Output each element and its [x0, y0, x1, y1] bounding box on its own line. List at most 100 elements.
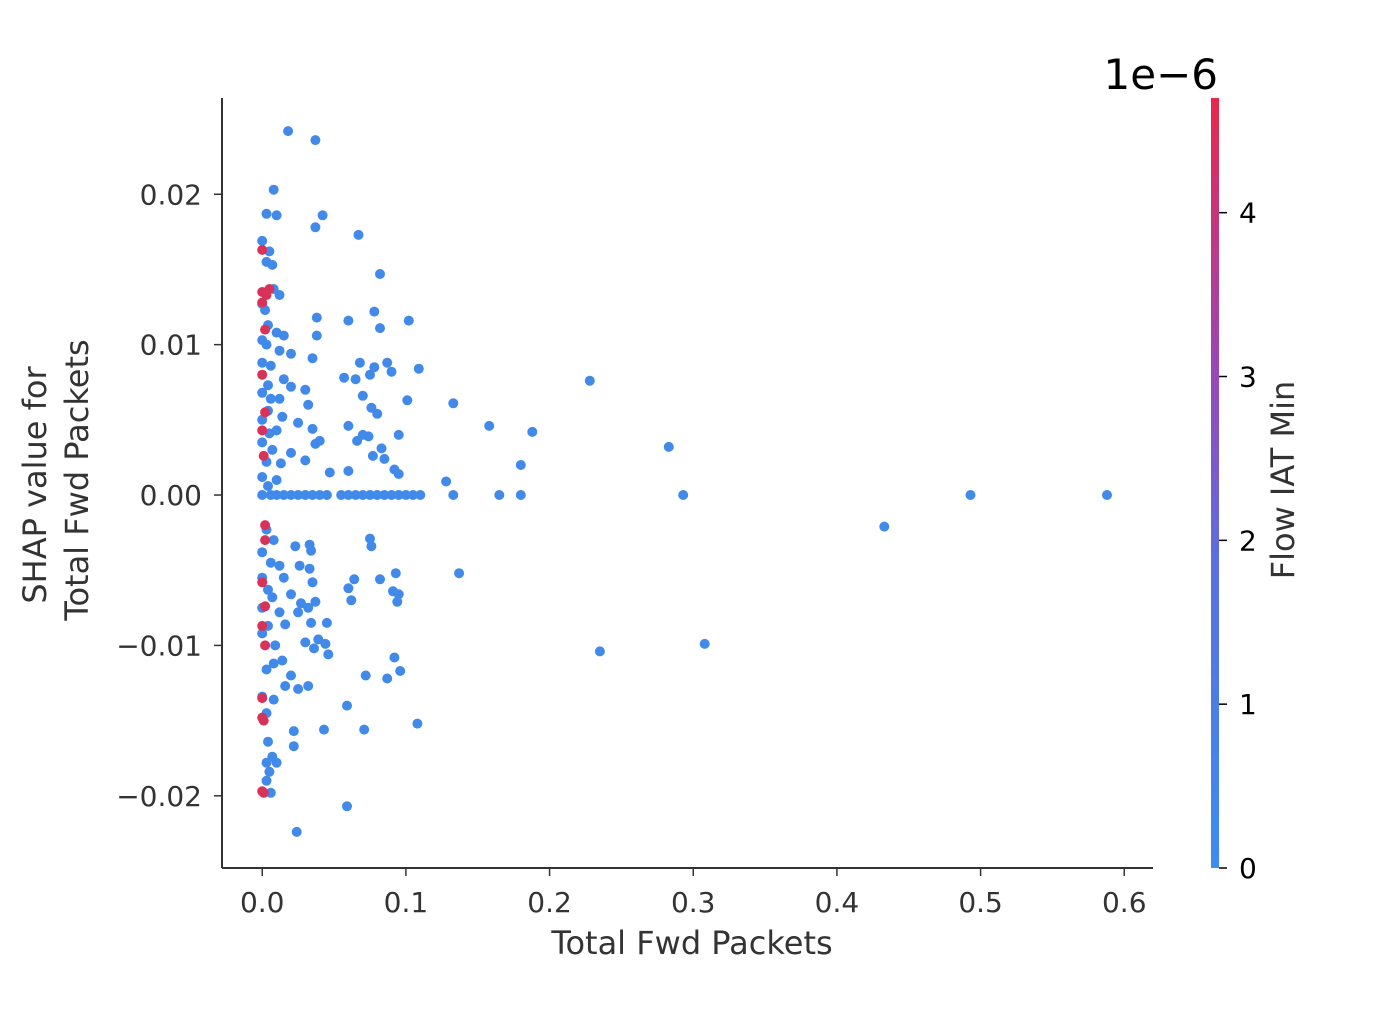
scatter-point [278, 572, 289, 583]
scatter-point [389, 652, 400, 663]
scatter-point [274, 560, 285, 571]
scatter-point [343, 466, 354, 476]
scatter-point [286, 447, 296, 458]
scatter-point [309, 643, 319, 654]
scatter-point [265, 360, 276, 371]
y-axis-ticks: 0.02 0.01 0.00 −0.01 −0.02 [116, 178, 222, 813]
scatter-point [342, 801, 352, 812]
scatter-point [349, 574, 360, 585]
scatter-point [277, 411, 288, 422]
scatter-point [293, 490, 304, 500]
scatter-point [310, 596, 321, 607]
scatter-point [352, 435, 363, 446]
scatter-point [310, 135, 321, 146]
scatter-point [257, 297, 268, 308]
scatter-point [390, 568, 401, 579]
x-axis-ticks: 0.0 0.1 0.2 0.3 0.4 0.5 0.6 [240, 868, 1147, 919]
scatter-point [395, 666, 406, 676]
scatter-point [264, 766, 275, 777]
scatter-point [392, 596, 403, 607]
scatter-point [257, 577, 268, 588]
scatter-point [306, 545, 317, 556]
colorbar-gradient [1211, 98, 1219, 868]
scatter-point [307, 353, 318, 364]
x-axis-title: Total Fwd Packets [550, 924, 832, 962]
scatter-point [271, 210, 282, 221]
colorbar-tick-label: 3 [1239, 361, 1257, 394]
scatter-point [367, 450, 378, 461]
scatter-point [303, 399, 314, 410]
colorbar-title: Flow IAT Min [1264, 381, 1302, 580]
scatter-point [366, 541, 377, 552]
scatter-point [360, 670, 371, 681]
scatter-point [346, 595, 357, 606]
scatter-point [258, 715, 269, 726]
scatter-point [261, 757, 272, 768]
scatter-point [257, 244, 268, 255]
scatter-point [343, 420, 354, 431]
scatter-point [343, 583, 354, 594]
scatter-point [286, 670, 296, 681]
scatter-point [257, 472, 268, 482]
scatter-point [260, 520, 271, 531]
scatter-point [339, 372, 350, 383]
scatter-point [594, 646, 605, 657]
scatter-point [258, 787, 269, 798]
scatter-point [260, 407, 271, 418]
x-tick-label: 0.4 [815, 886, 860, 919]
scatter-point [307, 577, 318, 588]
scatter-point [343, 490, 354, 500]
scatter-point [375, 269, 385, 279]
scatter-point [584, 375, 595, 386]
scatter-point [354, 357, 365, 368]
scatter-point [293, 684, 304, 694]
scatter-point [375, 323, 385, 334]
scatter-point [274, 607, 285, 618]
x-tick-label: 0.3 [671, 886, 716, 919]
x-tick-label: 0.0 [240, 886, 285, 919]
scatter-point [260, 305, 271, 316]
scatter-point [290, 541, 301, 552]
scatter-point [260, 324, 271, 335]
scatter-point [265, 393, 276, 404]
plot-area: 0.0 0.1 0.2 0.3 0.4 0.5 0.6 0.02 0.01 0.00 −0.01 −… [116, 98, 1153, 919]
scatter-point [448, 398, 459, 409]
scatter-point [663, 441, 674, 452]
scatter-point [372, 490, 383, 500]
scatter-point [257, 547, 268, 558]
scatter-point [382, 673, 393, 684]
scatter-point [261, 339, 272, 350]
scatter-point [257, 425, 268, 436]
scatter-point [280, 681, 291, 691]
scatter-point [258, 450, 269, 461]
scatter-point [408, 490, 419, 500]
y-tick-label: 0.02 [140, 178, 202, 211]
scatter-point [365, 490, 375, 500]
scatter-point [359, 724, 370, 735]
scatter-point [415, 490, 426, 500]
colorbar-ticks: 0 1 2 3 4 [1219, 197, 1257, 885]
scatter-point [310, 438, 321, 449]
scatter-point [382, 357, 393, 368]
scatter-point [365, 533, 375, 544]
scatter-point [294, 560, 305, 571]
scatter-point [275, 458, 286, 469]
scatter-point [257, 490, 268, 500]
scatter-point [271, 757, 282, 768]
scatter-point [317, 210, 328, 221]
scatter-point [261, 208, 272, 219]
scatter-point [261, 775, 272, 786]
scatter-point [484, 420, 495, 431]
scatter-point [304, 563, 315, 574]
x-tick-label: 0.2 [527, 886, 572, 919]
scatter-point [267, 444, 278, 455]
scatter-point [678, 490, 689, 500]
scatter-point [286, 589, 296, 600]
scatter-point [324, 467, 335, 478]
scatter-point [265, 557, 276, 568]
scatter-point [263, 481, 273, 491]
scatter-point [278, 330, 289, 341]
scatter-point [260, 601, 271, 612]
y-tick-label: 0.01 [140, 329, 202, 362]
